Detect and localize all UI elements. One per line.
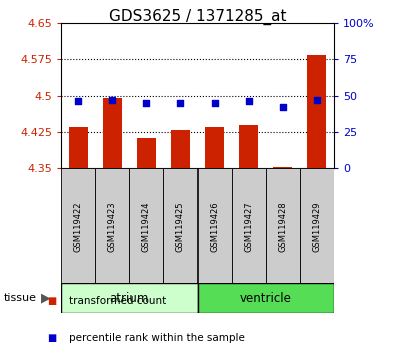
Bar (164, 168, 198, 285)
Bar (130, 168, 164, 285)
Bar (273, 167, 292, 168)
Text: GSM119424: GSM119424 (142, 201, 151, 252)
Bar (171, 130, 190, 168)
Text: GDS3625 / 1371285_at: GDS3625 / 1371285_at (109, 9, 286, 25)
Bar (95, 168, 130, 285)
Text: ■: ■ (47, 333, 56, 343)
Text: ■: ■ (47, 296, 56, 306)
Text: tissue: tissue (4, 293, 37, 303)
Bar (61, 283, 197, 313)
Text: GSM119423: GSM119423 (108, 201, 117, 252)
Bar (103, 98, 122, 168)
Bar (300, 168, 334, 285)
Point (245, 98, 252, 104)
Point (211, 100, 218, 105)
Bar (239, 125, 258, 168)
Bar (205, 127, 224, 168)
Bar (137, 138, 156, 168)
Text: transformed count: transformed count (69, 296, 166, 306)
Point (314, 97, 320, 103)
Text: percentile rank within the sample: percentile rank within the sample (69, 333, 245, 343)
Bar (231, 168, 265, 285)
Point (75, 98, 81, 104)
Point (109, 97, 115, 103)
Point (280, 104, 286, 110)
Bar (265, 168, 300, 285)
Text: GSM119427: GSM119427 (244, 201, 253, 252)
Text: GSM119428: GSM119428 (278, 201, 287, 252)
Text: ventricle: ventricle (240, 292, 292, 305)
Text: GSM119429: GSM119429 (312, 201, 321, 252)
Bar (61, 168, 95, 285)
Bar (198, 283, 334, 313)
Text: atrium: atrium (110, 292, 149, 305)
Text: GSM119425: GSM119425 (176, 201, 185, 252)
Text: GSM119426: GSM119426 (210, 201, 219, 252)
Point (177, 100, 184, 105)
Bar (307, 55, 326, 168)
Bar (198, 168, 231, 285)
Bar (69, 127, 88, 168)
Point (143, 100, 150, 105)
Text: ▶: ▶ (41, 292, 50, 305)
Text: GSM119422: GSM119422 (74, 201, 83, 252)
